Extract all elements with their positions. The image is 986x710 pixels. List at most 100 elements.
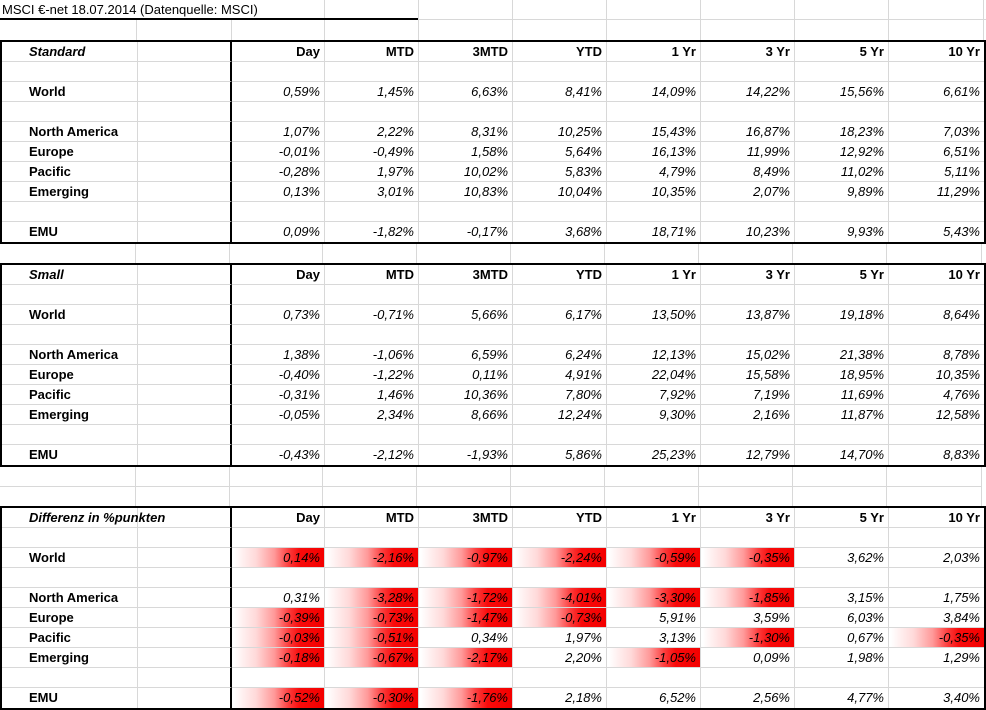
table-row: Pacific -0,31% 1,46% 10,36% 7,80% 7,92% 7,19% 1… (2, 385, 984, 405)
column-header: 3 Yr (701, 265, 795, 285)
value-cell: 9,93% (795, 222, 889, 242)
gridline-cell (136, 467, 230, 487)
spacer-cell (138, 285, 232, 305)
grid-cell (232, 62, 325, 82)
row-label: World (2, 305, 138, 325)
value-cell: 12,24% (513, 405, 607, 425)
grid-cell (607, 325, 701, 345)
value-cell: 0,67% (795, 628, 889, 648)
table-differenz-in-punkten: Differenz in %punkten Day MTD 3MTD YTD 1 Yr 3 … (0, 506, 986, 710)
value-cell: 3,62% (795, 548, 889, 568)
row-label: Emerging (2, 182, 138, 202)
grid-cell (607, 285, 701, 305)
value-cell: 18,71% (607, 222, 701, 242)
column-header: 10 Yr (889, 508, 984, 528)
value-cell: -0,39% (232, 608, 325, 628)
value-cell: -0,73% (325, 608, 419, 628)
value-cell: -0,35% (701, 548, 795, 568)
grid-cell (701, 668, 795, 688)
empty-row (2, 325, 984, 345)
value-cell: 0,31% (232, 588, 325, 608)
table-row: EMU -0,52% -0,30% -1,76% 2,18% 6,52% 2,56% 4,77… (2, 688, 984, 708)
table-small: Small Day MTD 3MTD YTD 1 Yr 3 Yr 5 Yr 10 Yr World… (0, 263, 986, 467)
spacer-cell (138, 548, 232, 568)
value-cell: 9,89% (795, 182, 889, 202)
table-row: World 0,14% -2,16% -0,97% -2,24% -0,59% -0,35%… (2, 548, 984, 568)
value-cell: 5,83% (513, 162, 607, 182)
gridline (418, 20, 419, 40)
grid-cell (232, 202, 325, 222)
gridline-cell (699, 487, 793, 506)
grid-cell (419, 62, 513, 82)
table-header-row: Small Day MTD 3MTD YTD 1 Yr 3 Yr 5 Yr 10 Yr (2, 265, 984, 285)
grid-cell (795, 102, 889, 122)
value-cell: 3,15% (795, 588, 889, 608)
empty-row (2, 285, 984, 305)
table-row: World 0,73% -0,71% 5,66% 6,17% 13,50% 13,87% 19… (2, 305, 984, 325)
spacer-cell (138, 425, 232, 445)
grid-cell (795, 425, 889, 445)
value-cell: -0,01% (232, 142, 325, 162)
value-cell: 1,58% (419, 142, 513, 162)
value-cell: 9,30% (607, 405, 701, 425)
grid-cell (795, 202, 889, 222)
gridline (324, 0, 325, 19)
value-cell: -1,05% (607, 648, 701, 668)
value-cell: 18,23% (795, 122, 889, 142)
grid-cell (325, 325, 419, 345)
gridline-cell (323, 467, 417, 487)
title-underline (0, 18, 418, 20)
value-cell: 7,19% (701, 385, 795, 405)
spacer-cell (138, 528, 232, 548)
grid-cell (607, 668, 701, 688)
grid-cell (513, 668, 607, 688)
gridline-cell (605, 244, 699, 263)
value-cell: 11,29% (889, 182, 984, 202)
row-label: North America (2, 588, 138, 608)
value-cell: 16,87% (701, 122, 795, 142)
grid-cell (795, 668, 889, 688)
value-cell: -0,28% (232, 162, 325, 182)
gridline (231, 20, 232, 40)
value-cell: -0,71% (325, 305, 419, 325)
gridline-cell (511, 487, 605, 506)
sheet-gap-rows (0, 244, 986, 263)
table-row: World 0,59% 1,45% 6,63% 8,41% 14,09% 14,22% 15,… (2, 82, 984, 102)
value-cell: -1,47% (419, 608, 513, 628)
value-cell: 8,49% (701, 162, 795, 182)
value-cell: 2,16% (701, 405, 795, 425)
value-cell: 14,70% (795, 445, 889, 465)
gridline (700, 20, 701, 40)
gridline (324, 20, 325, 40)
value-cell: -0,67% (325, 648, 419, 668)
column-header: Day (232, 508, 325, 528)
grid-cell (513, 325, 607, 345)
column-header: YTD (513, 42, 607, 62)
grid-cell (419, 325, 513, 345)
gridline (983, 0, 984, 19)
column-header: 5 Yr (795, 508, 889, 528)
grid-cell (795, 285, 889, 305)
spacer-cell (138, 628, 232, 648)
value-cell: -1,85% (701, 588, 795, 608)
value-cell: -3,28% (325, 588, 419, 608)
table-title: Small (2, 265, 138, 285)
column-header: 3MTD (419, 508, 513, 528)
value-cell: 10,35% (607, 182, 701, 202)
empty-row (2, 62, 984, 82)
row-label: Europe (2, 142, 138, 162)
value-cell: 4,77% (795, 688, 889, 708)
value-cell: -2,16% (325, 548, 419, 568)
gridline-cell (230, 244, 323, 263)
spacer-cell (138, 122, 232, 142)
table-row: Emerging -0,18% -0,67% -2,17% 2,20% -1,05% 0,0… (2, 648, 984, 668)
gridline-cell (417, 244, 511, 263)
grid-cell (419, 102, 513, 122)
value-cell: -1,30% (701, 628, 795, 648)
value-cell: -0,43% (232, 445, 325, 465)
value-cell: 10,04% (513, 182, 607, 202)
value-cell: 0,14% (232, 548, 325, 568)
column-header: 3 Yr (701, 42, 795, 62)
value-cell: 10,23% (701, 222, 795, 242)
